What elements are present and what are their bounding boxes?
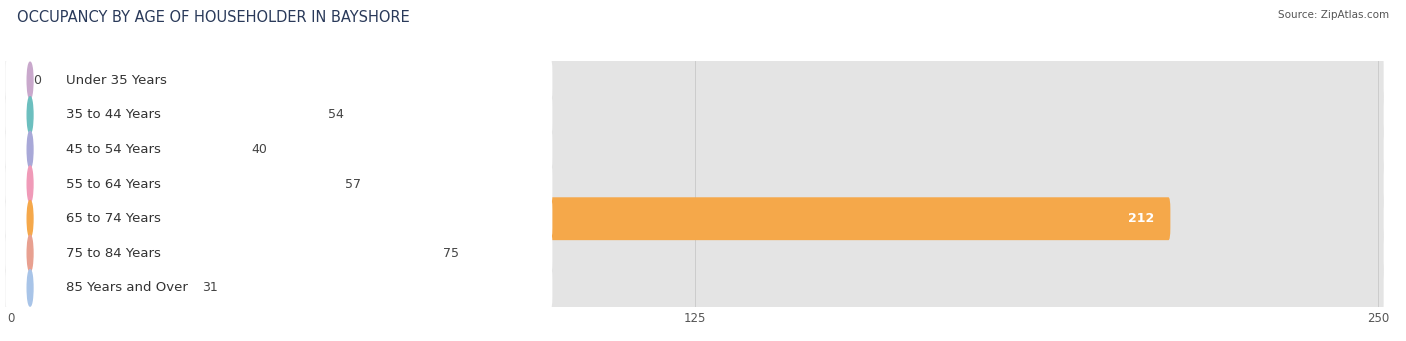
Text: 31: 31 xyxy=(202,281,218,294)
Text: 75: 75 xyxy=(443,247,458,260)
FancyBboxPatch shape xyxy=(6,163,553,206)
FancyBboxPatch shape xyxy=(6,156,1384,212)
Text: Source: ZipAtlas.com: Source: ZipAtlas.com xyxy=(1278,10,1389,20)
Text: 85 Years and Over: 85 Years and Over xyxy=(66,281,187,294)
FancyBboxPatch shape xyxy=(11,266,180,309)
Text: Under 35 Years: Under 35 Years xyxy=(66,74,166,87)
Circle shape xyxy=(27,201,32,237)
Text: 57: 57 xyxy=(344,178,360,191)
Text: 212: 212 xyxy=(1128,212,1154,225)
Circle shape xyxy=(27,131,32,168)
FancyBboxPatch shape xyxy=(11,163,322,206)
FancyBboxPatch shape xyxy=(6,93,553,136)
FancyBboxPatch shape xyxy=(6,121,1384,178)
Text: 0: 0 xyxy=(32,74,41,87)
Text: 75 to 84 Years: 75 to 84 Years xyxy=(66,247,160,260)
Text: 65 to 74 Years: 65 to 74 Years xyxy=(66,212,160,225)
Text: 45 to 54 Years: 45 to 54 Years xyxy=(66,143,160,156)
FancyBboxPatch shape xyxy=(11,128,229,171)
FancyBboxPatch shape xyxy=(6,59,553,102)
FancyBboxPatch shape xyxy=(11,232,422,275)
FancyBboxPatch shape xyxy=(6,87,1384,143)
FancyBboxPatch shape xyxy=(6,266,553,309)
FancyBboxPatch shape xyxy=(6,128,553,171)
FancyBboxPatch shape xyxy=(11,93,307,136)
FancyBboxPatch shape xyxy=(6,225,1384,282)
Text: 55 to 64 Years: 55 to 64 Years xyxy=(66,178,160,191)
Circle shape xyxy=(27,97,32,133)
FancyBboxPatch shape xyxy=(6,232,553,275)
FancyBboxPatch shape xyxy=(6,190,1384,247)
Text: OCCUPANCY BY AGE OF HOUSEHOLDER IN BAYSHORE: OCCUPANCY BY AGE OF HOUSEHOLDER IN BAYSH… xyxy=(17,10,409,25)
Circle shape xyxy=(27,235,32,271)
FancyBboxPatch shape xyxy=(6,197,553,240)
FancyBboxPatch shape xyxy=(6,260,1384,316)
FancyBboxPatch shape xyxy=(6,52,1384,109)
Text: 40: 40 xyxy=(252,143,267,156)
Circle shape xyxy=(27,62,32,99)
Circle shape xyxy=(27,270,32,306)
FancyBboxPatch shape xyxy=(11,197,1170,240)
Text: 35 to 44 Years: 35 to 44 Years xyxy=(66,108,160,121)
Text: 54: 54 xyxy=(328,108,344,121)
Circle shape xyxy=(27,166,32,202)
